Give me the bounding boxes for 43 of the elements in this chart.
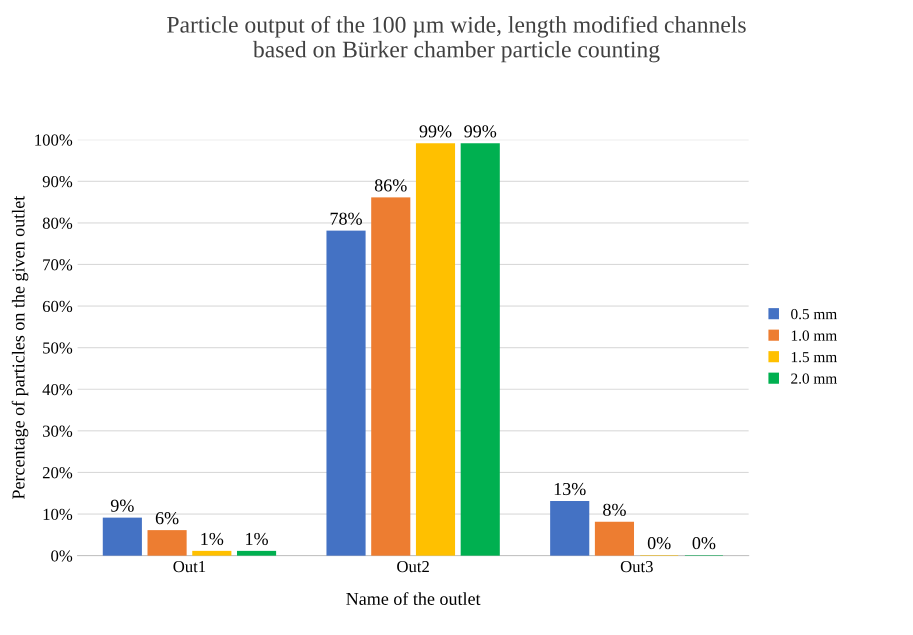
bar	[148, 530, 187, 556]
y-tick-label: 50%	[43, 342, 72, 354]
data-label: 6%	[156, 512, 178, 524]
bar	[371, 197, 410, 556]
legend-label: 1.5 mm	[792, 352, 837, 362]
y-tick-label: 30%	[42, 426, 72, 437]
y-tick-label: 90%	[42, 176, 72, 188]
y-tick-label: 10%	[44, 508, 72, 520]
data-label: 8%	[603, 504, 626, 516]
y-axis-title: Percentage of particles on the given outlet	[12, 196, 28, 500]
bar	[236, 550, 276, 556]
x-axis-title: Name of the outlet	[346, 592, 480, 605]
y-tick-label: 0%	[51, 550, 72, 562]
x-tick-label: Out2	[397, 561, 429, 572]
y-tick-label: 60%	[42, 300, 72, 312]
chart-title: Particle output of the 100 µm wide, length modified channels based on Bürker chamber particle counting	[167, 16, 746, 62]
data-label: 78%	[330, 212, 362, 225]
bar	[416, 143, 456, 556]
data-label: 0%	[692, 536, 716, 550]
data-label: 13%	[554, 482, 586, 496]
legend-label: 0.5 mm	[791, 308, 837, 320]
y-tick-label: 40%	[42, 384, 72, 396]
data-label: 86%	[374, 179, 407, 192]
bar	[326, 230, 366, 556]
y-tick-label: 70%	[43, 259, 72, 270]
y-tick-label: 100%	[35, 134, 72, 146]
y-tick-label: 80%	[42, 218, 72, 229]
bar	[594, 522, 634, 556]
bar	[102, 518, 142, 556]
data-label: 1%	[201, 532, 224, 546]
x-tick-label: Out3	[620, 561, 653, 572]
legend-label: 1.0 mm	[792, 330, 837, 341]
data-label: 0%	[648, 536, 671, 550]
bar	[460, 143, 500, 556]
data-label: 99%	[420, 125, 452, 138]
y-tick-label: 20%	[42, 467, 72, 478]
x-tick-label: Out1	[173, 561, 206, 572]
data-label: 99%	[464, 125, 496, 138]
bar	[192, 550, 232, 556]
data-label: 1%	[246, 532, 268, 546]
legend-label: 2.0 mm	[791, 373, 837, 384]
bar	[550, 501, 590, 556]
data-label: 9%	[110, 500, 134, 512]
